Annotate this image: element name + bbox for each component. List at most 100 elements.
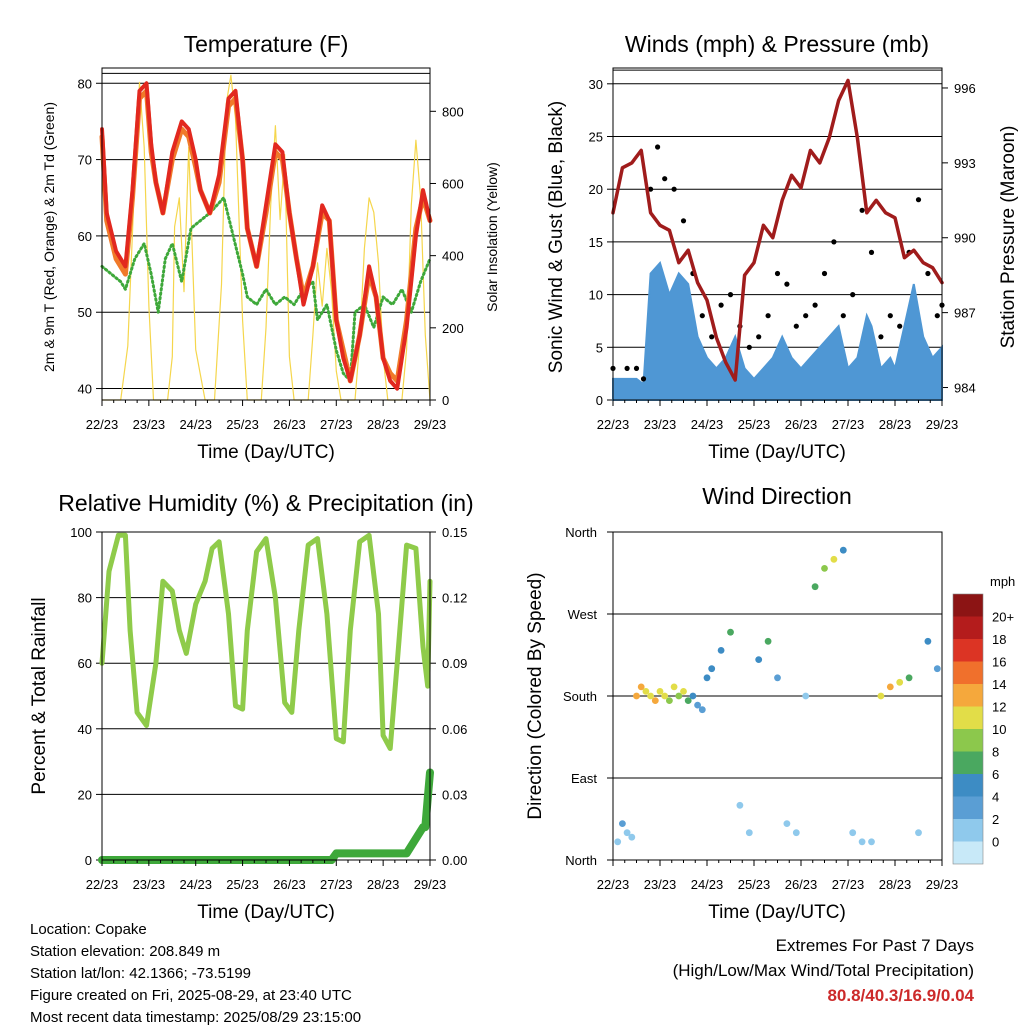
direction-point [628, 833, 636, 841]
direction-point [684, 697, 692, 704]
winds-xlabel: Time (Day/UTC) [708, 442, 846, 463]
gust-point [671, 186, 677, 192]
winds-marks: 0 5 10 15 20 25 30 984 987 990 993 996 22/23 23/23 24/… [589, 67, 976, 432]
direction-point [886, 683, 894, 691]
y-tick-label: 50 [78, 305, 92, 320]
y2-tick-label: 984 [954, 381, 976, 396]
y2-tick-label: 993 [954, 156, 976, 171]
relative-humidity-line [99, 532, 433, 751]
direction-point [849, 829, 857, 837]
direction-point [698, 706, 706, 714]
y2-tick-label: 0.15 [442, 525, 467, 540]
gust-point [655, 144, 661, 150]
x-tick-label: 27/23 [320, 417, 353, 432]
colorbar-label: 12 [992, 700, 1006, 715]
x-tick-label: 25/23 [738, 417, 771, 432]
direction-point [858, 838, 866, 846]
direction-point [703, 674, 711, 682]
gust-point [793, 323, 799, 329]
gust-point [840, 313, 846, 319]
direction-point [736, 801, 744, 809]
gust-point [727, 292, 734, 298]
colorbar-swatch [953, 661, 983, 684]
gust-point [633, 365, 640, 371]
dewpoint-2m-line [100, 196, 432, 383]
colorbar-label: 16 [992, 655, 1006, 670]
direction-point [670, 683, 678, 691]
direction-point [666, 697, 673, 704]
x-tick-label: 24/23 [179, 877, 212, 892]
direction-point [802, 692, 810, 700]
y-tick-label: 100 [70, 525, 92, 540]
y-tick-label: 20 [589, 182, 603, 197]
y-tick-label: 60 [78, 229, 92, 244]
colorbar-swatch [953, 594, 983, 617]
x-tick-label: 24/23 [691, 417, 724, 432]
direction-point [783, 820, 791, 827]
y2-tick-label: 987 [954, 306, 976, 321]
direction-point [811, 583, 819, 591]
gust-point [831, 239, 837, 245]
direction-point [924, 637, 932, 645]
colorbar-swatch [953, 729, 983, 752]
rh-xlabel: Time (Day/UTC) [197, 902, 335, 923]
y2-tick-label: 996 [954, 81, 976, 96]
y2-tick-label: 200 [442, 321, 464, 336]
x-tick-label: 23/23 [133, 417, 166, 432]
gust-point [803, 313, 809, 319]
direction-point [689, 692, 697, 700]
x-tick-label: 29/23 [414, 417, 447, 432]
x-tick-label: 26/23 [785, 877, 818, 892]
direction-point [642, 688, 650, 695]
direction-point [661, 692, 669, 700]
colorbar-label: 18 [992, 632, 1006, 647]
x-tick-label: 28/23 [367, 877, 400, 892]
colorbar-label: 10 [992, 722, 1006, 737]
direction-point [905, 674, 913, 682]
figure-created: Figure created on Fri, 2025-08-29, at 23… [30, 987, 352, 1004]
y-tick-label: 80 [78, 591, 92, 606]
rh-precip-panel: Relative Humidity (%) & Precipitation (i… [29, 490, 474, 923]
extremes-heading: Extremes For Past 7 Days [775, 936, 974, 955]
colorbar-frame [952, 593, 984, 865]
gust-point [784, 281, 790, 287]
colorbar-swatch [953, 706, 983, 729]
gust-point [868, 249, 875, 255]
gust-point [624, 365, 630, 371]
direction-point [896, 678, 904, 686]
gust-point [915, 197, 922, 203]
rh-marks: 0 20 40 60 80 100 0.00 0.03 0.06 0.09 0.12 0.15 22/2… [70, 525, 467, 892]
station-location: Location: Copake [30, 921, 147, 938]
direction-tick-label: East [571, 771, 597, 786]
colorbar-label: 0 [992, 835, 999, 850]
direction-tick-label: South [563, 689, 597, 704]
extremes-summary: Extremes For Past 7 Days (High/Low/Max W… [673, 933, 974, 1008]
y2-tick-label: 990 [954, 231, 976, 246]
colorbar-swatch [953, 841, 983, 864]
temperature-xlabel: Time (Day/UTC) [197, 442, 335, 463]
y-tick-label: 0 [596, 393, 603, 408]
x-tick-label: 23/23 [133, 877, 166, 892]
y-tick-label: 80 [78, 76, 92, 91]
direction-point [623, 829, 631, 837]
y-tick-label: 70 [78, 153, 92, 168]
wind-direction-panel: Wind Direction NorthEastSouthWestNorth22… [525, 483, 1015, 923]
x-tick-label: 22/23 [86, 877, 119, 892]
direction-tick-label: North [565, 525, 597, 540]
wind-direction-title: Wind Direction [702, 483, 852, 509]
y2-tick-label: 0 [442, 393, 449, 408]
gust-point [648, 186, 654, 192]
direction-point [694, 701, 701, 709]
winds-title: Winds (mph) & Pressure (mb) [625, 31, 929, 57]
gust-point [934, 313, 940, 319]
x-tick-label: 28/23 [879, 417, 912, 432]
y-tick-label: 5 [596, 340, 603, 355]
extremes-subheading: (High/Low/Max Wind/Total Precipitation) [672, 961, 974, 980]
gust-point [765, 313, 771, 319]
direction-point [877, 692, 885, 700]
direction-point [656, 688, 664, 695]
temperature-y2label: Solar Insolation (Yellow) [484, 162, 500, 312]
gust-point [897, 323, 903, 329]
wind-direction-ylabel: Direction (Colored By Speed) [525, 572, 546, 819]
